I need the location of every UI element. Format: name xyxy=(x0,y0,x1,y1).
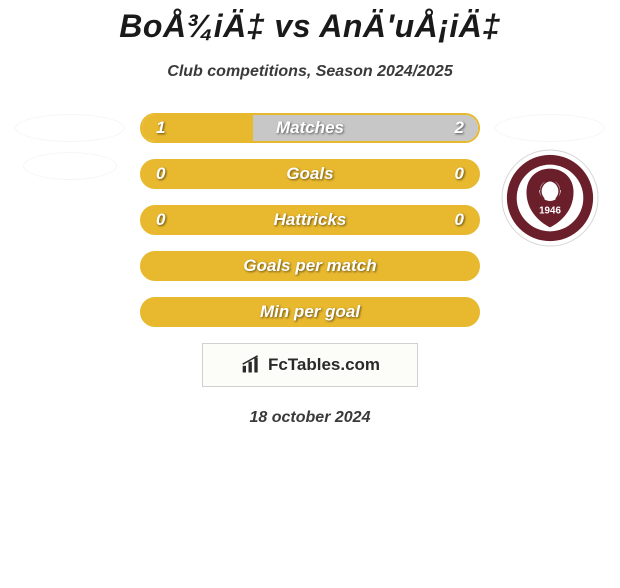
stat-label: Min per goal xyxy=(260,302,360,322)
stat-right-value: 0 xyxy=(455,164,464,184)
page-title: BoÅ¾iÄ‡ vs AnÄ'uÅ¡iÄ‡ xyxy=(0,8,620,45)
stat-row-mpg: Min per goal xyxy=(0,297,620,327)
stat-pill-mpg: Min per goal xyxy=(140,297,480,327)
stat-row-hattricks: 0 Hattricks 0 xyxy=(0,205,620,235)
bar-chart-icon xyxy=(240,355,262,375)
stat-left-value: 0 xyxy=(156,164,165,184)
right-entity-slot xyxy=(490,113,610,143)
stat-right-value: 2 xyxy=(455,118,464,138)
stat-right-value: 0 xyxy=(455,210,464,230)
brand-badge[interactable]: FcTables.com xyxy=(202,343,418,387)
stats-container: 1 Matches 2 0 Goals 0 xyxy=(0,113,620,327)
left-logo-placeholder-2 xyxy=(24,153,116,179)
stat-left-value: 1 xyxy=(156,118,165,138)
date-text: 18 october 2024 xyxy=(0,409,620,427)
left-entity-slot xyxy=(10,113,130,143)
stat-row-matches: 1 Matches 2 xyxy=(0,113,620,143)
stat-left-value: 0 xyxy=(156,210,165,230)
stat-label: Goals xyxy=(286,164,333,184)
stat-pill-matches: 1 Matches 2 xyxy=(140,113,480,143)
stat-row-gpm: Goals per match xyxy=(0,251,620,281)
left-entity-slot-2 xyxy=(10,151,130,181)
stat-label: Matches xyxy=(276,118,344,138)
stat-label: Hattricks xyxy=(274,210,347,230)
stat-pill-hattricks: 0 Hattricks 0 xyxy=(140,205,480,235)
page-subtitle: Club competitions, Season 2024/2025 xyxy=(0,63,620,81)
brand-text: FcTables.com xyxy=(268,355,380,375)
right-logo-placeholder-top xyxy=(496,115,604,141)
svg-text:FK: FK xyxy=(545,158,554,165)
stat-pill-gpm: Goals per match xyxy=(140,251,480,281)
stat-label: Goals per match xyxy=(243,256,376,276)
stat-row-goals: 0 Goals 0 1946 FK xyxy=(0,159,620,189)
left-logo-placeholder xyxy=(16,115,124,141)
stat-pill-goals: 0 Goals 0 xyxy=(140,159,480,189)
